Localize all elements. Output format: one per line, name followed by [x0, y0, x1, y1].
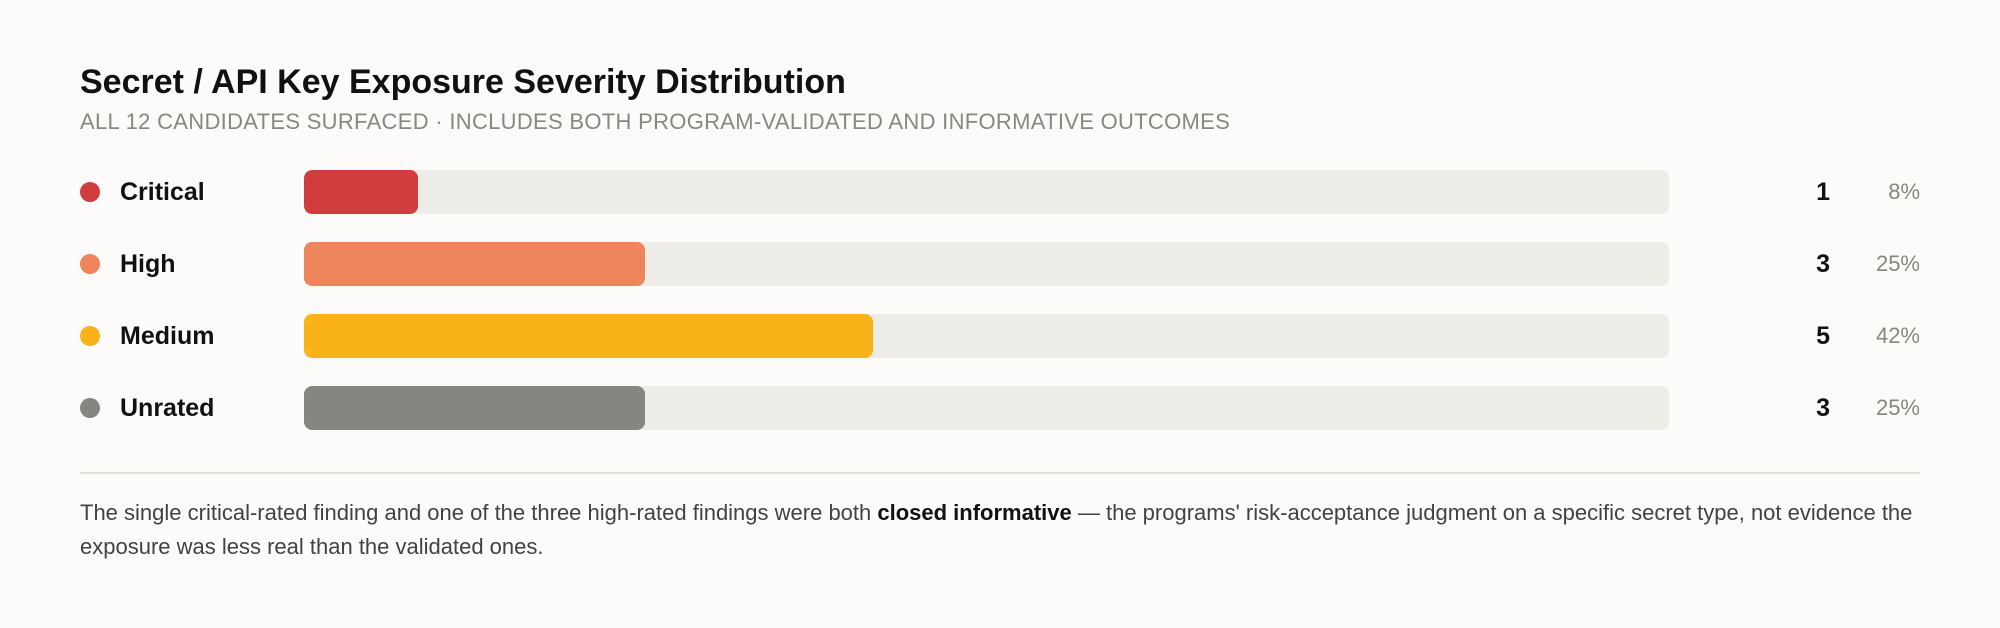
bar-row-critical: Critical 1 8% [80, 170, 1920, 214]
chart-title: Secret / API Key Exposure Severity Distr… [80, 63, 846, 101]
bar-track-high [304, 242, 1669, 286]
bar-critical [304, 170, 418, 214]
legend-dot-medium [80, 326, 100, 346]
bar-high [304, 242, 645, 286]
divider [80, 472, 1920, 474]
count-label-medium: 5 [1816, 322, 1830, 350]
bar-row-unrated: Unrated 3 25% [80, 386, 1920, 430]
category-label-critical: Critical [120, 178, 205, 206]
percent-label-unrated: 25% [1875, 395, 1920, 420]
count-label-high: 3 [1816, 250, 1830, 278]
percent-label-medium: 42% [1875, 323, 1920, 348]
bar-track-critical [304, 170, 1669, 214]
legend-dot-critical [80, 182, 100, 202]
legend-dot-high [80, 254, 100, 274]
footnote-text-start: The single critical-rated finding and on… [80, 500, 878, 525]
percent-label-critical: 8% [1888, 179, 1920, 204]
bar-row-medium: Medium 5 42% [80, 314, 1920, 358]
count-label-unrated: 3 [1816, 394, 1830, 422]
percent-label-high: 25% [1875, 251, 1920, 276]
bar-track-unrated [304, 386, 1669, 430]
chart-subtitle: ALL 12 CANDIDATES SURFACED · INCLUDES BO… [80, 109, 1231, 134]
category-label-medium: Medium [120, 322, 215, 350]
footnote: The single critical-rated finding and on… [80, 496, 1920, 564]
footnote-emphasis: closed informative [877, 500, 1072, 525]
bar-row-high: High 3 25% [80, 242, 1920, 286]
count-label-critical: 1 [1816, 178, 1830, 206]
bar-medium [304, 314, 873, 358]
severity-bars: Critical 1 8% High 3 25% Medium 5 42% Unrated 3 25% [80, 170, 1920, 430]
category-label-high: High [120, 250, 176, 278]
legend-dot-unrated [80, 398, 100, 418]
category-label-unrated: Unrated [120, 394, 215, 422]
bar-unrated [304, 386, 645, 430]
bar-track-medium [304, 314, 1669, 358]
footnote-text-end: — the programs' risk-acceptance judgment… [80, 500, 1913, 559]
